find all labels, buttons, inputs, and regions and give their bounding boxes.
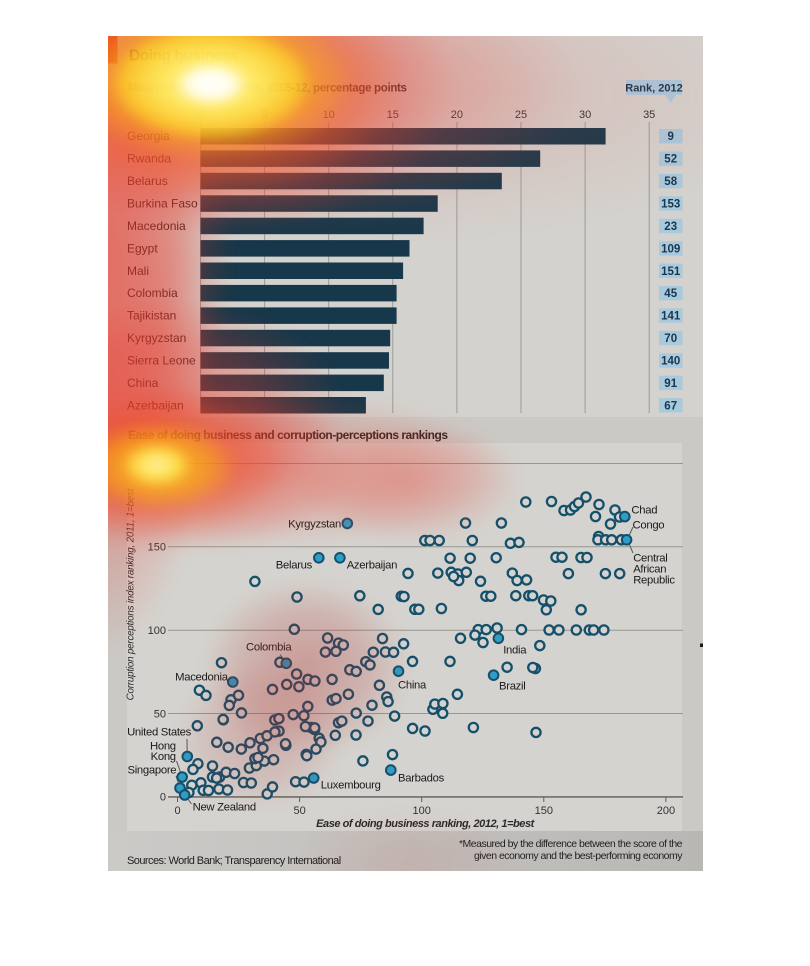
svg-text:Azerbaijan: Azerbaijan — [347, 560, 397, 572]
svg-text:India: India — [503, 645, 527, 657]
svg-text:Kyrgyzstan: Kyrgyzstan — [127, 331, 186, 345]
svg-text:100: 100 — [148, 625, 166, 637]
svg-text:Belarus: Belarus — [127, 174, 168, 188]
svg-text:Doing business: Doing business — [129, 48, 238, 65]
svg-text:*Measured by the difference be: *Measured by the difference between the … — [459, 838, 683, 850]
svg-text:Azerbaijan: Azerbaijan — [127, 398, 184, 412]
svg-text:91: 91 — [664, 378, 677, 390]
svg-text:58: 58 — [664, 176, 677, 188]
svg-text:151: 151 — [661, 266, 681, 278]
svg-text:9: 9 — [667, 131, 673, 143]
svg-text:Tajikistan: Tajikistan — [127, 309, 176, 323]
svg-text:0: 0 — [160, 792, 166, 804]
svg-text:20: 20 — [451, 109, 463, 121]
svg-text:67: 67 — [664, 400, 677, 412]
svg-text:Chad: Chad — [631, 505, 657, 517]
svg-text:25: 25 — [515, 109, 527, 121]
svg-text:Rwanda: Rwanda — [127, 152, 171, 166]
svg-text:Colombia: Colombia — [246, 642, 292, 654]
svg-text:Ease of doing business ranking: Ease of doing business ranking, 2012, 1=… — [316, 818, 535, 830]
svg-text:Singapore: Singapore — [127, 765, 176, 777]
svg-text:Mali: Mali — [127, 264, 149, 278]
svg-text:153: 153 — [661, 199, 680, 211]
svg-text:Kyrgyzstan: Kyrgyzstan — [288, 519, 341, 531]
svg-text:Colombia: Colombia — [127, 286, 178, 300]
svg-text:0: 0 — [197, 109, 203, 121]
svg-text:Congo: Congo — [633, 520, 665, 532]
svg-text:150: 150 — [535, 805, 553, 817]
svg-text:Republic: Republic — [633, 575, 675, 587]
svg-text:200: 200 — [148, 458, 166, 470]
svg-text:Sierra Leone: Sierra Leone — [127, 354, 196, 368]
svg-text:China: China — [398, 680, 427, 692]
svg-text:Kong: Kong — [151, 751, 176, 763]
svg-text:109: 109 — [661, 243, 680, 255]
svg-text:Macedonia: Macedonia — [175, 672, 229, 684]
svg-text:Rank, 2012: Rank, 2012 — [625, 83, 682, 95]
svg-text:Luxembourg: Luxembourg — [321, 780, 381, 792]
svg-text:0: 0 — [174, 805, 180, 817]
svg-text:5: 5 — [262, 109, 268, 121]
svg-text:United States: United States — [127, 727, 192, 739]
svg-text:China: China — [127, 376, 159, 390]
svg-text:35: 35 — [643, 109, 655, 121]
svg-text:Brazil: Brazil — [499, 681, 525, 693]
svg-text:Burkina Faso: Burkina Faso — [127, 197, 198, 211]
svg-text:100: 100 — [413, 805, 431, 817]
svg-text:given economy and the best-per: given economy and the best-performing ec… — [474, 850, 683, 862]
svg-text:23: 23 — [664, 221, 677, 233]
svg-text:50: 50 — [293, 805, 305, 817]
svg-text:New Zealand: New Zealand — [193, 802, 256, 814]
svg-text:45: 45 — [664, 288, 677, 300]
svg-text:150: 150 — [148, 542, 166, 554]
svg-text:30: 30 — [579, 109, 591, 121]
svg-text:Ease of doing business and cor: Ease of doing business and corruption-pe… — [128, 428, 448, 442]
svg-text:Barbados: Barbados — [398, 773, 445, 785]
svg-text:141: 141 — [661, 311, 681, 323]
svg-text:Egypt: Egypt — [127, 241, 158, 255]
svg-text:Corruption perceptions index r: Corruption perceptions index ranking, 20… — [126, 487, 137, 700]
svg-text:Macedonia: Macedonia — [127, 219, 186, 233]
svg-text:200: 200 — [657, 805, 675, 817]
svg-text:Sources: World Bank; Transpare: Sources: World Bank; Transparency Intern… — [127, 855, 341, 867]
svg-text:Belarus: Belarus — [276, 560, 313, 572]
svg-text:Georgia: Georgia — [127, 129, 170, 143]
svg-text:50: 50 — [154, 708, 166, 720]
svg-text:15: 15 — [387, 109, 399, 121]
svg-text:140: 140 — [661, 356, 680, 368]
svg-text:10: 10 — [323, 109, 335, 121]
svg-text:52: 52 — [664, 154, 677, 166]
svg-text:70: 70 — [664, 333, 677, 345]
svg-text:Most improved* countries, 2005: Most improved* countries, 2005-12, perce… — [128, 83, 407, 95]
